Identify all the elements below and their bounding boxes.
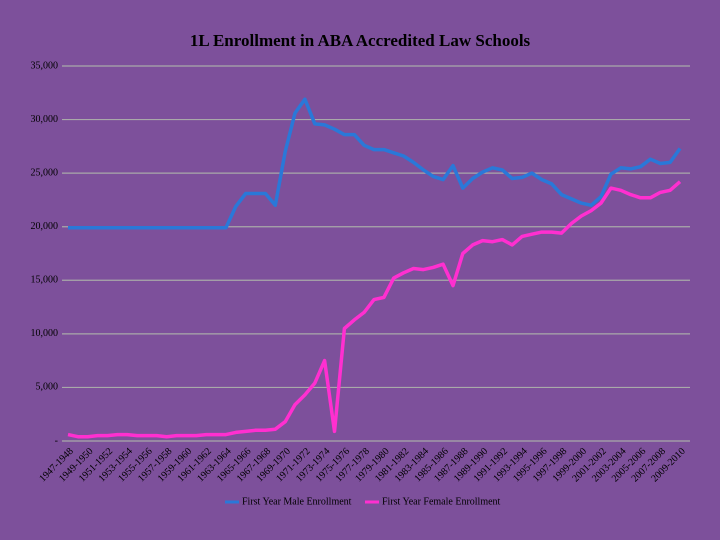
- y-tick-label: -: [55, 435, 58, 446]
- legend-label: First Year Male Enrollment: [242, 496, 352, 507]
- chart-title: 1L Enrollment in ABA Accredited Law Scho…: [190, 31, 531, 50]
- y-tick-label: 30,000: [31, 114, 59, 125]
- y-tick-label: 5,000: [36, 382, 59, 393]
- y-tick-label: 35,000: [31, 60, 59, 71]
- y-tick-label: 20,000: [31, 221, 59, 232]
- y-tick-label: 25,000: [31, 167, 59, 178]
- series-line: [67, 180, 682, 439]
- y-tick-label: 10,000: [31, 328, 59, 339]
- y-tick-label: 15,000: [31, 275, 59, 286]
- series-line: [68, 97, 682, 230]
- legend-label: First Year Female Enrollment: [382, 496, 501, 507]
